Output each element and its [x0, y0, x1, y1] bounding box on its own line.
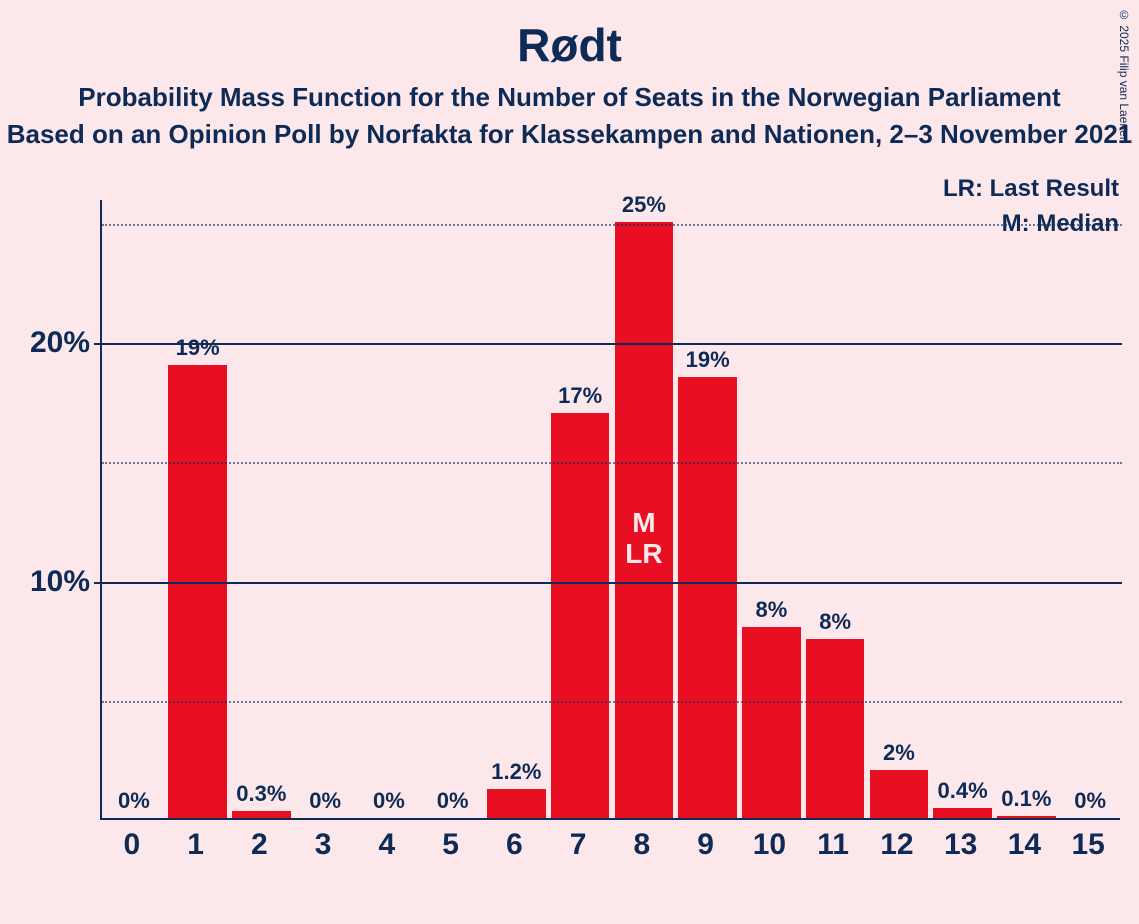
bar-value-label: 0% — [118, 788, 150, 814]
gridline-minor — [102, 701, 1122, 703]
bar — [742, 627, 801, 818]
x-tick-label: 0 — [124, 828, 141, 862]
x-tick-label: 13 — [944, 828, 977, 862]
bar-value-label: 8% — [755, 597, 787, 623]
bar-value-label: 8% — [819, 609, 851, 635]
bar — [551, 413, 610, 818]
bar — [997, 816, 1056, 818]
bar — [232, 811, 291, 818]
x-tick-label: 6 — [506, 828, 523, 862]
x-tick-label: 1 — [187, 828, 204, 862]
bar-value-label: 0% — [373, 788, 405, 814]
bar-value-label: 0.4% — [938, 778, 988, 804]
plot-region: 0%19%0.3%0%0%0%1.2%17%25%19%8%8%2%0.4%0.… — [100, 200, 1120, 820]
bar-value-label: 0% — [437, 788, 469, 814]
x-tick-label: 2 — [251, 828, 268, 862]
x-tick-label: 7 — [570, 828, 587, 862]
x-tick-label: 11 — [817, 828, 849, 862]
bar-value-label: 0% — [1074, 788, 1106, 814]
bar — [168, 365, 227, 818]
gridline-minor — [102, 224, 1122, 226]
bar-value-label: 0.1% — [1001, 786, 1051, 812]
bar-value-label: 19% — [686, 347, 730, 373]
y-axis-labels — [0, 200, 100, 820]
y-tick-label: 20% — [30, 326, 90, 360]
chart-area: 0%19%0.3%0%0%0%1.2%17%25%19%8%8%2%0.4%0.… — [100, 200, 1120, 820]
x-tick-label: 14 — [1008, 828, 1041, 862]
bar-value-label: 2% — [883, 740, 915, 766]
bar-value-label: 1.2% — [491, 759, 541, 785]
chart-subtitle-2: Based on an Opinion Poll by Norfakta for… — [0, 113, 1139, 150]
bars-container: 0%19%0.3%0%0%0%1.2%17%25%19%8%8%2%0.4%0.… — [102, 198, 1122, 818]
x-tick-label: 15 — [1071, 828, 1104, 862]
bar-value-label: 19% — [176, 335, 220, 361]
bar-value-label: 0.3% — [236, 781, 286, 807]
bar — [678, 377, 737, 818]
gridline-minor — [102, 462, 1122, 464]
x-tick-label: 4 — [379, 828, 396, 862]
bar-value-label: 25% — [622, 192, 666, 218]
gridline-major — [102, 343, 1122, 345]
x-tick-label: 3 — [315, 828, 332, 862]
bar-value-label: 0% — [309, 788, 341, 814]
x-tick-label: 8 — [634, 828, 651, 862]
bar — [487, 789, 546, 818]
chart-title: Rødt — [0, 0, 1139, 72]
bar-value-label: 17% — [558, 383, 602, 409]
x-tick-label: 12 — [880, 828, 913, 862]
bar — [933, 808, 992, 818]
bar-annotation: MLR — [625, 508, 662, 570]
x-tick-label: 9 — [697, 828, 714, 862]
y-tick-label: 10% — [30, 565, 90, 599]
bar — [870, 770, 929, 818]
gridline-major — [102, 582, 1122, 584]
x-tick-label: 5 — [442, 828, 459, 862]
chart-subtitle-1: Probability Mass Function for the Number… — [0, 72, 1139, 113]
bar — [806, 639, 865, 818]
x-tick-label: 10 — [753, 828, 786, 862]
copyright-text: © 2025 Filip van Laenen — [1117, 8, 1131, 143]
